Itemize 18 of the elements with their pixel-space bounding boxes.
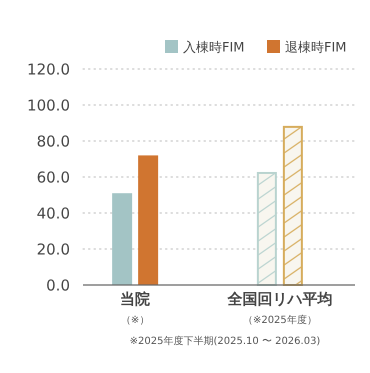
y-tick-label: 40.0 (36, 204, 70, 222)
bar (256, 172, 277, 286)
text: （※2025年度） (242, 314, 317, 326)
y-tick-label: 80.0 (36, 132, 70, 150)
bar (282, 126, 303, 286)
text: ※2025年度下半期(2025.10 〜 2026.03) (130, 335, 320, 347)
y-tick-label: 20.0 (36, 240, 70, 258)
y-tick-label: 0.0 (46, 276, 70, 294)
text: （※） (120, 315, 150, 326)
x-tick-label: 当院 (120, 290, 150, 308)
y-tick-label: 60.0 (36, 168, 70, 186)
legend-label: 退棟時FIM (285, 40, 347, 56)
bar (138, 155, 158, 285)
legend-label: 入棟時FIM (183, 40, 245, 56)
bar (112, 193, 132, 285)
y-tick-label: 100.0 (27, 96, 70, 114)
y-tick-label: 120.0 (27, 60, 70, 78)
x-tick-label: 全国回リハ平均 (226, 290, 332, 308)
